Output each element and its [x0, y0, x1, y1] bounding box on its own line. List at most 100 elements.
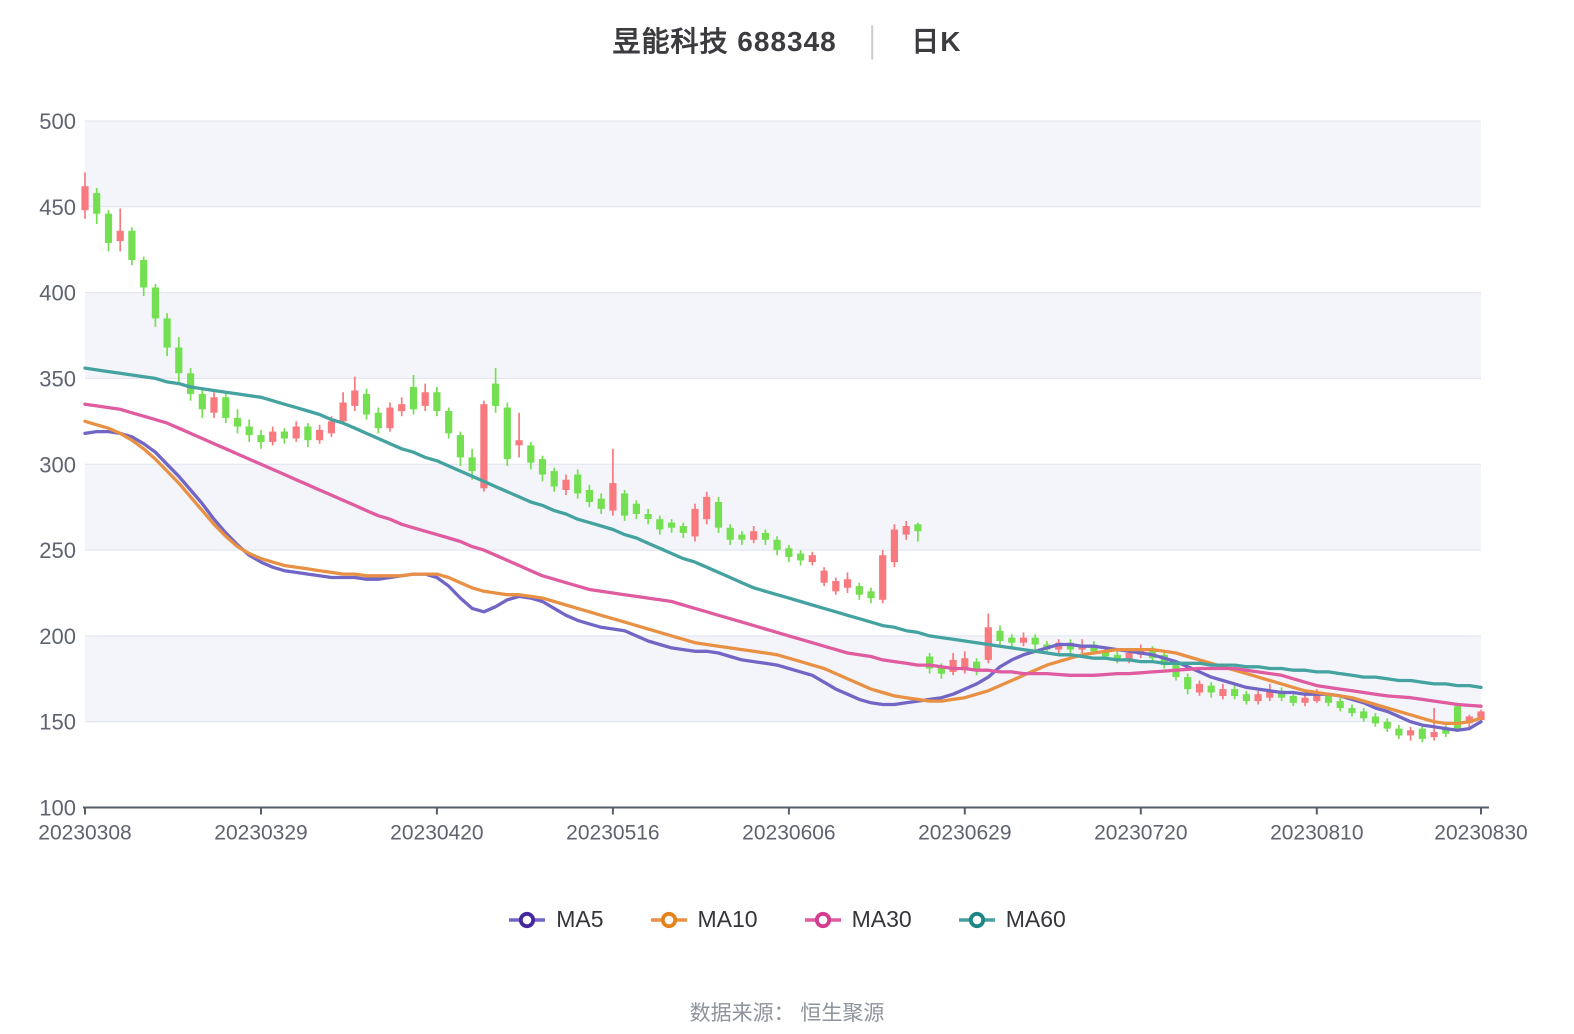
- candle-up[interactable]: [832, 577, 840, 595]
- candle-down[interactable]: [621, 490, 629, 521]
- candle-down[interactable]: [597, 493, 605, 514]
- candle-down[interactable]: [1360, 708, 1368, 722]
- legend-item-ma10[interactable]: MA10: [650, 906, 758, 933]
- candle-up[interactable]: [949, 653, 957, 676]
- candle-up[interactable]: [820, 567, 828, 587]
- candle-down[interactable]: [1031, 634, 1039, 650]
- candle-down[interactable]: [973, 658, 981, 676]
- candle-down[interactable]: [996, 625, 1004, 647]
- candle-up[interactable]: [116, 208, 124, 252]
- candle-down[interactable]: [198, 388, 206, 418]
- candle-down[interactable]: [714, 496, 723, 533]
- candle-down[interactable]: [926, 653, 934, 674]
- candle-down[interactable]: [773, 536, 781, 556]
- candle-down[interactable]: [644, 508, 652, 525]
- candle-up[interactable]: [386, 402, 394, 432]
- candle-down[interactable]: [550, 467, 558, 492]
- candle-up[interactable]: [843, 572, 852, 593]
- candle-up[interactable]: [609, 448, 617, 516]
- candle-down[interactable]: [585, 484, 593, 508]
- candle-down[interactable]: [914, 522, 922, 542]
- candle-down[interactable]: [656, 515, 664, 535]
- candle-down[interactable]: [632, 500, 640, 520]
- candle-up[interactable]: [351, 376, 359, 411]
- candle-down[interactable]: [668, 519, 676, 533]
- candle-up[interactable]: [691, 503, 699, 542]
- candle-down[interactable]: [93, 187, 101, 224]
- candle-down[interactable]: [175, 337, 183, 382]
- candle-down[interactable]: [304, 423, 312, 448]
- candle-up[interactable]: [269, 426, 277, 446]
- candle-down[interactable]: [867, 587, 875, 604]
- candle-up[interactable]: [81, 172, 89, 219]
- candle-down[interactable]: [538, 455, 547, 482]
- candle-down[interactable]: [362, 388, 371, 420]
- candle-down[interactable]: [222, 393, 230, 424]
- candle-up[interactable]: [1254, 690, 1262, 705]
- candle-up[interactable]: [515, 412, 523, 458]
- candle-down[interactable]: [574, 469, 582, 499]
- candle-down[interactable]: [445, 407, 453, 439]
- legend-item-ma30[interactable]: MA30: [804, 906, 912, 933]
- candle-up[interactable]: [398, 397, 406, 417]
- candle-down[interactable]: [1348, 704, 1356, 717]
- candle-down[interactable]: [1278, 687, 1286, 702]
- candle-up[interactable]: [750, 526, 758, 544]
- candle-down[interactable]: [1242, 690, 1250, 705]
- candle-up[interactable]: [703, 491, 711, 525]
- candle-down[interactable]: [679, 522, 687, 538]
- candle-down[interactable]: [1336, 697, 1344, 712]
- candle-down[interactable]: [128, 227, 136, 266]
- candle-down[interactable]: [456, 431, 464, 466]
- candle-up[interactable]: [1019, 632, 1028, 647]
- candle-down[interactable]: [527, 441, 535, 470]
- candle-up[interactable]: [1430, 708, 1438, 741]
- candle-down[interactable]: [1383, 718, 1391, 732]
- candle-down[interactable]: [1207, 682, 1215, 698]
- candle-up[interactable]: [339, 392, 347, 425]
- candle-up[interactable]: [890, 524, 898, 568]
- candle-down[interactable]: [1453, 702, 1462, 732]
- candle-down[interactable]: [726, 524, 734, 545]
- candle-down[interactable]: [492, 368, 500, 413]
- candle-down[interactable]: [797, 550, 805, 566]
- candle-down[interactable]: [280, 428, 288, 444]
- candle-down[interactable]: [409, 375, 418, 415]
- candle-down[interactable]: [104, 210, 113, 252]
- candle-down[interactable]: [1418, 726, 1426, 743]
- candle-up[interactable]: [480, 400, 488, 492]
- candle-down[interactable]: [140, 256, 148, 297]
- legend-item-ma60[interactable]: MA60: [958, 906, 1066, 933]
- candle-down[interactable]: [374, 407, 382, 434]
- candle-down[interactable]: [245, 419, 253, 442]
- candle-down[interactable]: [738, 531, 746, 545]
- candle-down[interactable]: [433, 387, 441, 417]
- candle-up[interactable]: [1301, 694, 1309, 707]
- candle-up[interactable]: [808, 551, 816, 566]
- candle-down[interactable]: [233, 409, 242, 434]
- candle-up[interactable]: [316, 424, 324, 444]
- legend-item-ma5[interactable]: MA5: [508, 906, 604, 933]
- candle-up[interactable]: [879, 550, 887, 604]
- candle-up[interactable]: [1219, 683, 1227, 700]
- candle-up[interactable]: [1266, 683, 1274, 702]
- candle-up[interactable]: [902, 520, 910, 540]
- candle-down[interactable]: [1371, 713, 1379, 727]
- candle-down[interactable]: [761, 529, 769, 545]
- candle-up[interactable]: [421, 383, 429, 411]
- candle-down[interactable]: [1395, 725, 1403, 739]
- candle-up[interactable]: [1195, 680, 1204, 696]
- candle-down[interactable]: [1289, 692, 1297, 707]
- candle-down[interactable]: [1008, 634, 1016, 648]
- candle-down[interactable]: [187, 368, 195, 401]
- candle-down[interactable]: [257, 429, 265, 449]
- candle-down[interactable]: [1231, 685, 1239, 700]
- candle-up[interactable]: [292, 421, 300, 442]
- candle-down[interactable]: [785, 544, 793, 563]
- candle-up[interactable]: [210, 392, 218, 418]
- candle-down[interactable]: [855, 582, 863, 600]
- candle-up[interactable]: [562, 474, 570, 496]
- candle-down[interactable]: [163, 313, 171, 357]
- candle-down[interactable]: [1184, 673, 1192, 695]
